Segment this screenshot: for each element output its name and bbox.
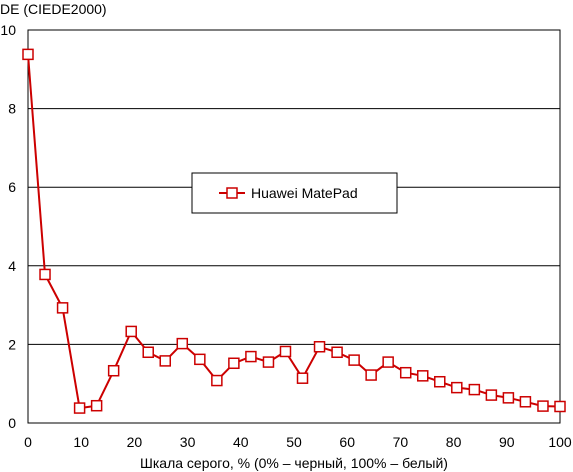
data-point	[73, 402, 86, 414]
data-point	[159, 355, 172, 367]
data-point	[554, 400, 566, 413]
x-tick-label: 10	[73, 434, 89, 450]
legend-marker-sample	[226, 187, 238, 199]
data-point	[176, 337, 189, 350]
data-point	[537, 400, 549, 412]
x-tick-label: 70	[393, 434, 409, 450]
data-point	[331, 346, 343, 359]
x-tick-label: 60	[339, 434, 355, 450]
data-point	[434, 375, 446, 388]
data-point	[211, 374, 223, 387]
y-tick-label: 0	[8, 415, 16, 431]
data-point	[468, 383, 481, 396]
data-point	[485, 389, 498, 401]
data-point	[313, 341, 326, 353]
series-huawei-matepad	[22, 48, 566, 414]
x-tick-labels: 0 10 20 30 40 50 60 70 80 90 100	[24, 434, 572, 450]
data-point	[279, 345, 292, 358]
data-point	[348, 354, 360, 366]
legend: Huawei MatePad	[191, 172, 398, 214]
data-point	[382, 356, 394, 368]
x-tick-label: 40	[233, 434, 249, 450]
y-tick-labels: 0 2 4 6 8 10	[0, 22, 16, 431]
y-tick-label: 4	[8, 258, 16, 274]
x-tick-label: 80	[446, 434, 462, 450]
data-point	[399, 366, 412, 379]
data-point	[519, 396, 532, 408]
y-axis-title: DE (CIEDE2000)	[0, 1, 107, 17]
grid-lines	[28, 108, 560, 345]
data-point	[416, 370, 429, 382]
y-tick-label: 10	[0, 22, 16, 38]
x-tick-label: 30	[180, 434, 196, 450]
data-point	[39, 268, 51, 281]
data-point	[296, 372, 309, 384]
data-point	[142, 346, 154, 359]
y-tick-label: 6	[8, 179, 16, 195]
data-point	[451, 381, 463, 394]
x-tick-label: 90	[499, 434, 515, 450]
plot-area-border	[27, 29, 561, 424]
y-tick-label: 2	[8, 336, 16, 352]
data-point	[56, 302, 69, 314]
x-tick-label: 0	[24, 434, 32, 450]
data-point	[502, 392, 515, 404]
data-point	[262, 356, 275, 368]
x-tick-label: 50	[286, 434, 302, 450]
series-line	[27, 54, 561, 410]
data-point	[194, 353, 206, 366]
data-point	[107, 364, 120, 377]
x-tick-label: 20	[127, 434, 143, 450]
x-tick-label: 100	[548, 434, 572, 450]
legend-label: Huawei MatePad	[251, 185, 358, 201]
data-point	[125, 325, 137, 338]
data-point	[245, 350, 257, 363]
data-point	[228, 357, 240, 370]
data-point	[90, 399, 103, 412]
x-axis-title: Шкала серого, % (0% – черный, 100% – бел…	[140, 455, 448, 471]
y-tick-label: 8	[8, 101, 16, 117]
data-point	[365, 369, 377, 381]
data-point	[22, 48, 34, 61]
